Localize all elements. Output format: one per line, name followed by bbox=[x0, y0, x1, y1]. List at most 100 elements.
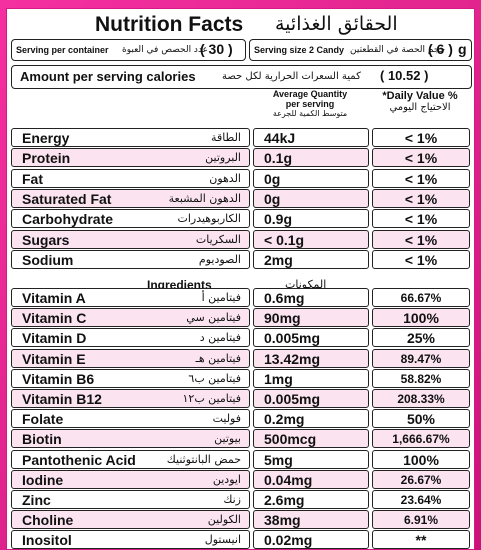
nutrient-name-ar: ايودين bbox=[212, 472, 241, 486]
avg-quantity-title-2: per serving bbox=[285, 99, 335, 109]
nutrient-name-ar: الكولين bbox=[207, 513, 241, 527]
serving-size-ar: حجم الحصة في القطعتين bbox=[350, 45, 446, 55]
nutrient-name-box: Sugars السكريات bbox=[11, 229, 250, 249]
serving-size-label: Serving size 2 Candy bbox=[254, 45, 345, 55]
nutrient-name-ar: البروتين bbox=[205, 151, 241, 165]
nutrient-name-box: Sodium الصوديوم bbox=[11, 249, 250, 269]
nutrient-name-ar: فيتامين أ bbox=[201, 291, 241, 304]
nutrient-daily-value: 66.67% bbox=[400, 291, 442, 305]
nutrient-value-box: 44kJ bbox=[253, 128, 369, 147]
nutrient-daily-value: ** bbox=[415, 532, 427, 549]
nutrient-daily-value: 100% bbox=[403, 310, 439, 327]
nutrient-name: Pantothenic Acid bbox=[22, 451, 136, 468]
nutrient-name: Vitamin C bbox=[22, 310, 87, 327]
nutrient-name: Sugars bbox=[22, 231, 70, 248]
nutrient-name-box: Folate فوليت bbox=[11, 409, 250, 429]
nutrient-dv-box: < 1% bbox=[372, 249, 470, 269]
title-en: Nutrition Facts bbox=[95, 13, 244, 36]
nutrient-dv-box: 58.82% bbox=[372, 368, 470, 388]
nutrient-value: 0.005mg bbox=[264, 330, 321, 347]
nutrient-name: Vitamin A bbox=[22, 290, 86, 306]
nutrient-row: Energy الطاقة 44kJ < 1% bbox=[7, 128, 474, 147]
nutrient-name: Folate bbox=[22, 411, 64, 428]
nutrient-dv-box: 50% bbox=[372, 409, 470, 429]
calories-label-ar: كمية السعرات الحرارية لكل حصة bbox=[222, 71, 361, 82]
nutrient-name-ar: زنك bbox=[223, 493, 241, 506]
nutrient-name: Vitamin D bbox=[22, 330, 87, 347]
nutrient-value-box: 2.6mg bbox=[253, 490, 369, 509]
nutrient-row: Pantothenic Acid حمض البانتوثنيك 5mg 100% bbox=[7, 449, 474, 469]
title-ar: الحقائق الغذائية bbox=[275, 13, 398, 35]
nutrient-dv-box: 26.67% bbox=[372, 469, 470, 489]
nutrient-name: Iodine bbox=[22, 471, 64, 488]
nutrient-value-box: 0.9g bbox=[253, 209, 369, 229]
header: Nutrition Facts الحقائق الغذائية bbox=[7, 9, 474, 39]
nutrient-name-ar: فيتامين د bbox=[199, 331, 241, 345]
nutrient-value: 1mg bbox=[264, 370, 293, 387]
nutrient-daily-value: < 1% bbox=[404, 190, 438, 207]
nutrient-daily-value: 6.91% bbox=[403, 513, 439, 528]
daily-value-title: *Daily Value % bbox=[382, 90, 458, 102]
nutrient-dv-box: 89.47% bbox=[372, 348, 470, 368]
nutrient-value: 0.9g bbox=[264, 211, 293, 228]
nutrient-name: Biotin bbox=[22, 431, 62, 448]
nutrient-value-box: 90mg bbox=[253, 308, 369, 328]
nutrient-value-box: < 0.1g bbox=[253, 229, 369, 249]
nutrient-row: Vitamin D فيتامين د 0.005mg 25% bbox=[7, 328, 474, 348]
serving-per-container-label: Serving per container bbox=[16, 45, 109, 55]
nutrient-row: Saturated Fat الدهون المشبعة 0g < 1% bbox=[7, 188, 474, 208]
serving-size-value: ( 6 ) bbox=[428, 41, 453, 57]
nutrient-value: 90mg bbox=[264, 310, 301, 327]
nutrient-name-ar: الطاقة bbox=[211, 131, 241, 144]
nutrient-name: Vitamin B6 bbox=[22, 370, 95, 387]
nutrient-value-box: 5mg bbox=[253, 449, 369, 469]
nutrient-dv-box: 100% bbox=[372, 449, 470, 469]
nutrient-daily-value: < 1% bbox=[404, 211, 438, 228]
nutrient-name-ar: فيتامين ب١٢ bbox=[182, 392, 241, 405]
nutrient-value: 5mg bbox=[264, 451, 293, 468]
nutrient-value-box: 1mg bbox=[253, 368, 369, 388]
nutrient-name: Vitamin B12 bbox=[22, 391, 102, 407]
nutrient-value-box: 0g bbox=[253, 188, 369, 208]
nutrient-row: Protein البروتين 0.1g < 1% bbox=[7, 148, 474, 168]
nutrient-dv-box: < 1% bbox=[372, 229, 470, 249]
nutrient-name-box: Choline الكولين bbox=[11, 510, 250, 530]
nutrient-name-box: Vitamin D فيتامين د bbox=[11, 328, 250, 348]
nutrient-row: Zinc زنك 2.6mg 23.64% bbox=[7, 490, 474, 509]
nutrient-name-box: Carbohydrate الكاربوهيدرات bbox=[11, 209, 250, 229]
nutrient-value-box: 0.1g bbox=[253, 148, 369, 168]
nutrient-row: Inositol انيستول 0.02mg ** bbox=[7, 530, 474, 550]
nutrient-value: 0.005mg bbox=[264, 391, 321, 407]
nutrient-value: 2mg bbox=[264, 251, 293, 268]
nutrient-name: Inositol bbox=[22, 532, 72, 549]
nutrient-value-box: 0g bbox=[253, 168, 369, 188]
nutrient-name: Vitamin E bbox=[22, 350, 86, 367]
nutrient-name-ar: فوليت bbox=[212, 412, 241, 426]
nutrient-daily-value: 50% bbox=[406, 411, 436, 428]
nutrient-daily-value: < 1% bbox=[404, 130, 438, 146]
nutrient-dv-box: < 1% bbox=[372, 148, 470, 168]
calories-value: ( 10.52 ) bbox=[380, 68, 429, 83]
nutrient-name: Fat bbox=[22, 170, 43, 187]
daily-value-header: *Daily Value % الاحتياج اليومي bbox=[372, 89, 468, 133]
nutrient-name-box: Vitamin B12 فيتامين ب١٢ bbox=[11, 389, 250, 408]
nutrient-name: Protein bbox=[22, 150, 71, 167]
ingredients-label-ar: المكونات bbox=[285, 278, 327, 291]
nutrient-name-box: Saturated Fat الدهون المشبعة bbox=[11, 188, 250, 208]
nutrition-facts-panel: Nutrition Facts الحقائق الغذائية Serving… bbox=[6, 8, 475, 550]
nutrient-daily-value: 58.82% bbox=[400, 371, 442, 386]
nutrient-name: Choline bbox=[22, 512, 74, 529]
nutrient-row: Biotin بيوتين 500mcg 1,666.67% bbox=[7, 429, 474, 449]
daily-value-ar: الاحتياج اليومي bbox=[389, 102, 451, 113]
nutrient-value-box: 13.42mg bbox=[253, 348, 369, 368]
nutrient-value-box: 0.04mg bbox=[253, 469, 369, 489]
nutrient-value-box: 500mcg bbox=[253, 429, 369, 449]
nutrient-dv-box: < 1% bbox=[372, 188, 470, 208]
nutrient-daily-value: 23.64% bbox=[400, 493, 442, 507]
nutrient-name-box: Vitamin B6 فيتامين ب٦ bbox=[11, 368, 250, 388]
nutrient-value-box: 38mg bbox=[253, 510, 369, 530]
nutrient-name: Energy bbox=[22, 130, 70, 146]
nutrient-daily-value: < 1% bbox=[404, 170, 438, 187]
nutrient-daily-value: 89.47% bbox=[400, 351, 442, 366]
nutrient-name-box: Inositol انيستول bbox=[11, 530, 250, 550]
